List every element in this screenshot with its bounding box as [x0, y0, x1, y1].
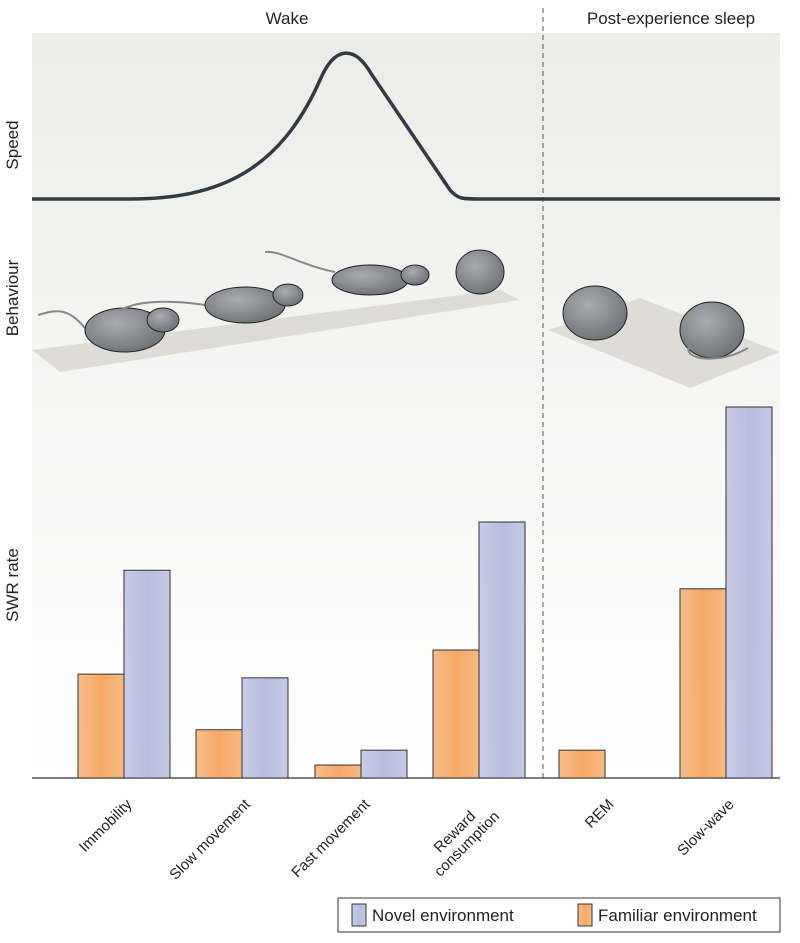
bar: [558, 749, 606, 779]
bar: [360, 749, 408, 779]
legend-swatch: [577, 903, 593, 927]
behaviour-illustration: [32, 249, 780, 388]
bar: [77, 673, 125, 779]
bar: [195, 729, 243, 779]
bar: [679, 588, 727, 779]
speed-trace: [32, 51, 780, 201]
bar: [314, 764, 362, 779]
legend-box: [337, 897, 781, 933]
column-title: Post-experience sleep: [587, 9, 755, 28]
bar: [725, 406, 773, 779]
row-label: Behaviour: [3, 259, 22, 336]
legend-swatch: [351, 903, 367, 927]
bar: [432, 649, 480, 779]
legend-label: Novel environment: [372, 906, 514, 925]
bar: [123, 569, 171, 779]
row-label: Speed: [3, 120, 22, 169]
bar: [241, 677, 289, 779]
bar: [478, 521, 526, 779]
column-title: Wake: [266, 9, 309, 28]
legend-label: Familiar environment: [598, 906, 757, 925]
row-label: SWR rate: [3, 548, 22, 622]
